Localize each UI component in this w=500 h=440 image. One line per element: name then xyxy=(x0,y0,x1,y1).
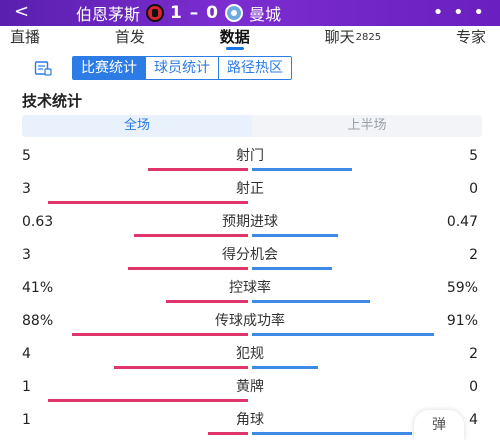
stat-label: 预期进球 xyxy=(222,214,278,230)
away-stat-bar xyxy=(252,300,370,303)
home-stat-value: 88% xyxy=(22,313,54,329)
stat-label: 射门 xyxy=(236,148,264,164)
stat-row: 1 黄牌 0 xyxy=(0,376,500,409)
away-stat-bar xyxy=(252,432,412,435)
away-stat-value: 59% xyxy=(446,280,478,296)
stat-row: 0.63 预期进球 0.47 xyxy=(0,211,500,244)
more-options-icon[interactable]: • • • xyxy=(432,2,486,23)
home-stat-bar xyxy=(48,201,248,204)
stats-list: 5 射门 5 3 射正 0 0.63 预期进球 0.47 3 得分机会 2 41% 控球率 59% 88% 传球… xyxy=(0,145,500,440)
segment-heatmap[interactable]: 路径热区 xyxy=(219,57,291,79)
tab-lineup-label: 首发 xyxy=(114,28,145,46)
home-stat-value: 1 xyxy=(22,379,31,395)
stat-row: 3 得分机会 2 xyxy=(0,244,500,277)
stat-label: 角球 xyxy=(236,412,264,428)
tab-chat[interactable]: 聊天2825 xyxy=(325,26,381,50)
away-stat-bar xyxy=(252,168,352,171)
away-stat-bar xyxy=(252,234,338,237)
tab-experts[interactable]: 专家 xyxy=(456,26,486,50)
tab-chat-label: 聊天 xyxy=(324,28,355,46)
home-stat-value: 4 xyxy=(22,346,31,362)
stats-type-segment: 比赛统计 球员统计 路径热区 xyxy=(72,56,292,80)
document-icon[interactable] xyxy=(34,60,52,76)
main-tabs: 直播 首发 数据 聊天2825 专家 xyxy=(0,26,500,50)
match-header: < 伯恩茅斯 1 – 0 曼城 • • • xyxy=(0,0,500,26)
home-stat-bar xyxy=(134,234,248,237)
period-first-half[interactable]: 上半场 xyxy=(347,118,387,133)
home-stat-value: 0.63 xyxy=(22,214,54,230)
stat-row: 5 射门 5 xyxy=(0,145,500,178)
home-stat-bar xyxy=(48,399,248,402)
chat-count-badge: 2825 xyxy=(355,32,382,43)
segment-match-stats[interactable]: 比赛统计 xyxy=(73,57,146,79)
home-stat-value: 3 xyxy=(22,247,31,263)
home-stat-value: 41% xyxy=(22,280,54,296)
home-stat-bar xyxy=(114,366,248,369)
match-info: 伯恩茅斯 1 – 0 曼城 xyxy=(76,3,282,24)
tab-live-label: 直播 xyxy=(10,28,41,46)
stat-row: 3 射正 0 xyxy=(0,178,500,211)
away-stat-value: 0 xyxy=(469,181,478,197)
home-team-crest-icon xyxy=(146,4,165,22)
stats-type-row: 比赛统计 球员统计 路径热区 xyxy=(0,56,500,80)
away-team-crest-icon xyxy=(225,4,244,22)
stat-row: 41% 控球率 59% xyxy=(0,277,500,310)
stat-label: 黄牌 xyxy=(236,379,264,395)
home-stat-value: 1 xyxy=(22,412,31,428)
away-stat-bar xyxy=(252,366,318,369)
home-stat-value: 3 xyxy=(22,181,31,197)
stat-label: 控球率 xyxy=(229,280,271,296)
away-team-name: 曼城 xyxy=(249,5,282,24)
stat-row: 88% 传球成功率 91% xyxy=(0,310,500,343)
away-stat-value: 2 xyxy=(469,346,478,362)
match-score: 1 – 0 xyxy=(170,3,220,23)
away-stat-value: 2 xyxy=(469,247,478,263)
stat-label: 犯规 xyxy=(236,346,264,362)
danmaku-toggle-button[interactable]: 弹 xyxy=(414,410,464,440)
stat-label: 传球成功率 xyxy=(215,313,285,329)
period-full-match[interactable]: 全场 xyxy=(22,115,252,137)
tab-live[interactable]: 直播 xyxy=(10,26,40,50)
period-tabs: 全场 上半场 xyxy=(22,115,482,137)
segment-player-stats[interactable]: 球员统计 xyxy=(146,57,219,79)
tab-data[interactable]: 数据 xyxy=(220,26,250,50)
back-icon[interactable]: < xyxy=(14,1,30,22)
away-stat-value: 0.47 xyxy=(446,214,478,230)
home-stat-bar xyxy=(148,168,248,171)
tab-experts-label: 专家 xyxy=(455,28,486,46)
home-stat-bar xyxy=(208,432,248,435)
away-stat-value: 4 xyxy=(469,412,478,428)
home-team-name: 伯恩茅斯 xyxy=(76,5,141,24)
stat-label: 得分机会 xyxy=(222,247,278,263)
stat-label: 射正 xyxy=(236,181,264,197)
away-stat-bar xyxy=(252,333,434,336)
home-stat-bar xyxy=(128,267,248,270)
home-stat-bar xyxy=(72,333,248,336)
tab-lineup[interactable]: 首发 xyxy=(115,26,145,50)
stat-row: 1 角球 4 xyxy=(0,409,500,440)
home-stat-value: 5 xyxy=(22,148,31,164)
away-stat-value: 5 xyxy=(469,148,478,164)
home-stat-bar xyxy=(166,300,248,303)
section-title: 技术统计 xyxy=(22,92,83,110)
stat-row: 4 犯规 2 xyxy=(0,343,500,376)
tab-data-label: 数据 xyxy=(219,28,250,46)
away-stat-value: 0 xyxy=(469,379,478,395)
away-stat-value: 91% xyxy=(446,313,478,329)
away-stat-bar xyxy=(252,267,332,270)
